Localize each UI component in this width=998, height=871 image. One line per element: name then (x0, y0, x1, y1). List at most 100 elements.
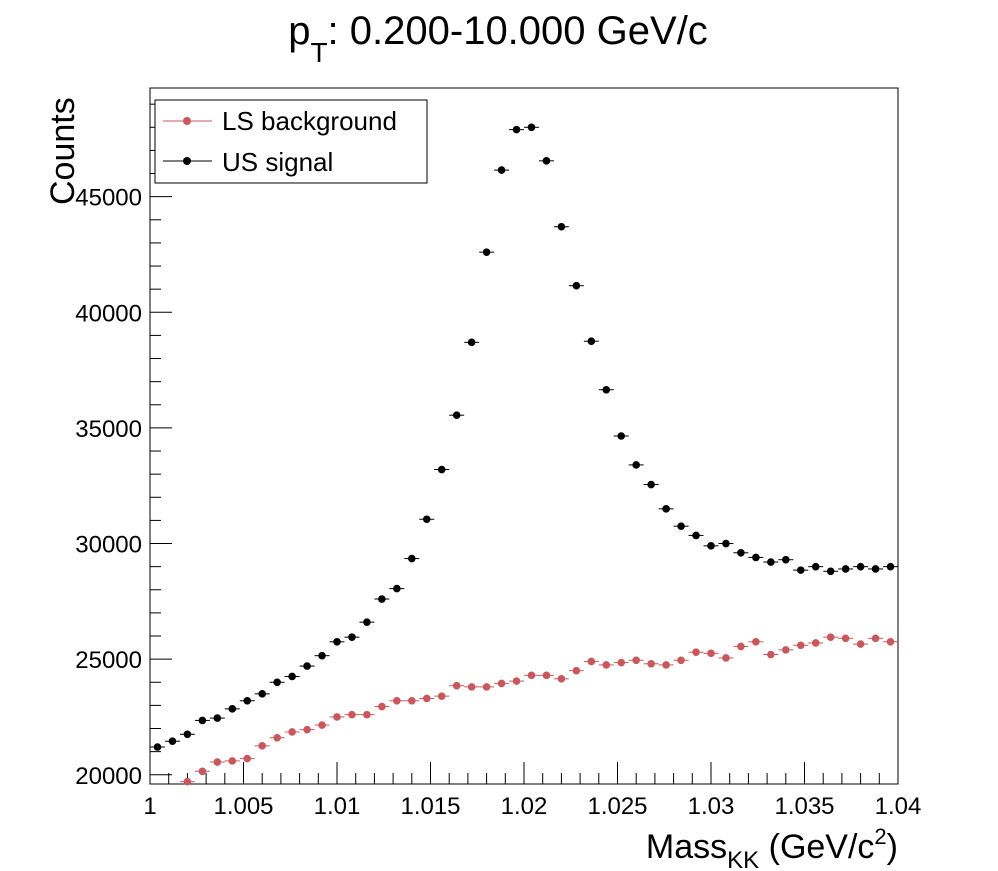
x-axis-label-unit-pre: (GeV/c (759, 828, 874, 866)
us-signal-point (542, 157, 551, 165)
legend-us-marker (183, 157, 191, 165)
ls-background-point (213, 758, 222, 766)
x-tick-label: 1 (143, 793, 156, 820)
chart-title-main: p (288, 9, 310, 53)
ls-background-point (811, 639, 820, 647)
x-axis: 1 1.005 1.01 1.015 1.02 1.025 1.03 1.035 1.04 (143, 762, 921, 820)
ls-background-point (527, 671, 536, 680)
us-signal-point (512, 125, 521, 134)
ls-background-point (482, 683, 491, 691)
x-tick-label: 1.035 (774, 793, 834, 820)
us-signal-point (587, 337, 596, 345)
us-signal-point (886, 562, 895, 571)
ls-background-point (393, 696, 401, 705)
us-signal-point (183, 730, 192, 739)
ls-background-point (796, 641, 805, 650)
us-signal-point (722, 539, 730, 548)
series-layer (150, 123, 898, 786)
y-axis-label: Counts (44, 97, 82, 205)
us-signal-point (378, 595, 386, 603)
y-tick-label: 30000 (75, 532, 142, 559)
us-signal-point (811, 562, 820, 571)
us-signal-point (632, 461, 640, 469)
us-signal-point (647, 480, 655, 489)
us-signal-point (752, 553, 760, 562)
us-signal-point (782, 555, 790, 564)
legend: LS background US signal (154, 99, 428, 184)
ls-background-point (871, 634, 880, 643)
ls-background-point (228, 757, 237, 765)
y-tick-label: 40000 (75, 300, 142, 327)
ls-background-point (318, 721, 326, 729)
x-axis-label-unit-post: ) (887, 828, 898, 866)
ls-background-point (452, 681, 461, 690)
us-signal-point (333, 637, 341, 646)
y-tick-label: 45000 (75, 185, 142, 212)
us-signal-point (452, 411, 461, 419)
ls-background-point (662, 661, 670, 669)
us-signal-point (662, 505, 670, 513)
us-signal-point (602, 385, 611, 394)
ls-background-point (198, 767, 207, 776)
ls-background-point (692, 648, 700, 656)
ls-background-point (647, 659, 655, 668)
ls-background-point (632, 656, 640, 665)
us-signal-point (288, 672, 296, 681)
us-signal-point (408, 554, 416, 563)
us-signal-point (737, 548, 745, 557)
us-signal-point (168, 737, 177, 746)
ls-background-point (243, 754, 252, 763)
x-axis-label-sub: KK (727, 847, 759, 871)
ls-background-point (363, 710, 371, 719)
us-signal-point (348, 633, 356, 641)
us-signal-point (303, 662, 311, 670)
us-signal-point (153, 743, 162, 751)
ls-background-point (841, 634, 850, 643)
y-tick-label: 35000 (75, 416, 142, 443)
chart-title-sub: T (310, 37, 327, 68)
chart-title: pT: 0.200-10.000 GeV/c (288, 9, 708, 68)
x-axis-label-unit-sup: 2 (874, 824, 886, 849)
ls-background-point (183, 777, 192, 786)
us-signal-point (527, 123, 536, 132)
us-signal-point (707, 542, 715, 550)
us-signal-point (437, 465, 446, 474)
plot-frame (149, 87, 899, 785)
ls-background-point (288, 728, 296, 736)
ls-background-point (512, 677, 521, 685)
us-signal-point (228, 705, 237, 713)
us-signal-point (482, 248, 491, 256)
ls-background-point (467, 683, 476, 691)
ls-background-point (348, 710, 356, 719)
ls-background-point (258, 742, 267, 750)
us-signal-point (856, 562, 865, 571)
ls-background-point (542, 671, 551, 680)
us-signal-point (258, 690, 267, 698)
ls-background-point (273, 733, 281, 742)
ls-background-point (437, 692, 446, 700)
legend-ls-marker (183, 117, 191, 125)
us-signal-point (393, 584, 401, 593)
ls-background-point (557, 674, 566, 683)
ls-background-point (782, 646, 790, 654)
legend-ls-label: LS background (222, 106, 397, 136)
ls-background-point (408, 696, 416, 705)
ls-background-point (617, 658, 626, 667)
ls-background-point (737, 642, 745, 651)
x-tick-label: 1.03 (688, 793, 735, 820)
legend-box (154, 99, 428, 184)
ls-background-point (826, 633, 835, 641)
ls-background-point (707, 649, 715, 658)
ls-background-point (677, 656, 685, 665)
us-signal-point (557, 222, 566, 231)
ls-background-point (886, 637, 895, 646)
x-tick-label: 1.025 (587, 793, 647, 820)
us-signal-point (871, 565, 880, 573)
us-signal-point (273, 678, 281, 687)
us-signal-point (826, 567, 835, 576)
us-signal-point (767, 558, 775, 566)
us-signal-point (841, 565, 850, 573)
ls-background-point (497, 679, 506, 688)
us-signal-point (572, 281, 581, 290)
